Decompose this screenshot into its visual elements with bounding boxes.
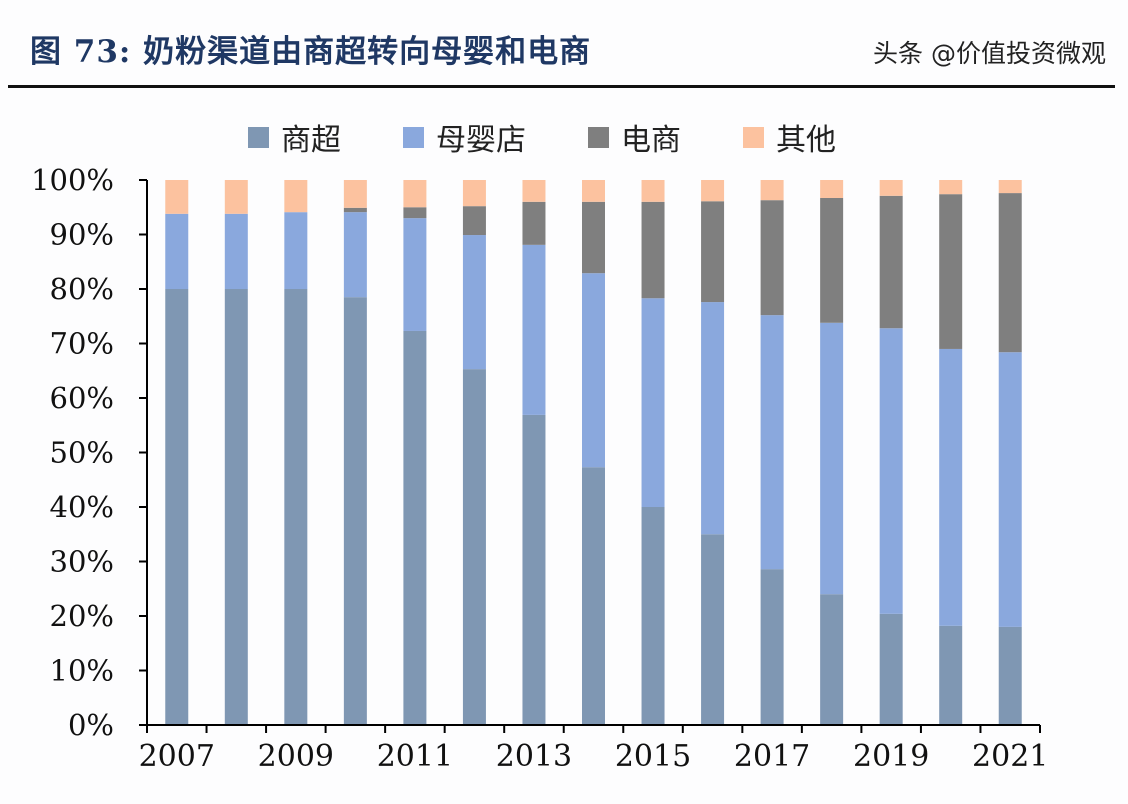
y-tick-label: 70%	[50, 327, 114, 361]
legend-item: 母婴店	[403, 115, 526, 159]
bar-segment-2013-3	[522, 180, 546, 202]
bar-segment-2010-1	[343, 212, 367, 298]
legend-label: 其他	[776, 123, 836, 158]
bar-segment-2008-0	[224, 289, 248, 725]
bar-segment-2018-3	[820, 180, 844, 198]
legend-item: 其他	[743, 115, 836, 159]
bar-segment-2016-0	[701, 534, 725, 725]
figure-title: 图 73: 奶粉渠道由商超转向母婴和电商	[30, 34, 592, 70]
bar-segment-2012-1	[462, 235, 486, 370]
bar-segment-2016-3	[701, 180, 725, 202]
bar-segment-2014-3	[582, 180, 605, 202]
legend-item: 电商	[588, 115, 681, 159]
bar-segment-2008-3	[224, 180, 248, 214]
bar-segment-2012-0	[462, 369, 486, 725]
legend: 商超 母婴店 电商 其他	[248, 115, 898, 159]
bar-segment-2015-1	[641, 298, 665, 507]
x-tick-label: 2009	[258, 739, 334, 774]
watermark: 头条 @价值投资微观	[873, 39, 1106, 68]
legend-swatch	[403, 126, 424, 148]
title-divider	[8, 85, 1115, 88]
bar-segment-2015-0	[641, 507, 665, 725]
y-tick-label: 40%	[50, 490, 114, 524]
bar-segment-2011-0	[403, 330, 427, 725]
x-tick-label: 2013	[496, 739, 572, 774]
legend-item: 商超	[248, 115, 341, 159]
bar-segment-2010-3	[343, 180, 367, 208]
bar-segment-2019-1	[879, 328, 903, 614]
x-tick-label: 2015	[615, 739, 691, 774]
y-tick-label: 50%	[50, 436, 114, 470]
y-tick-label: 100%	[31, 163, 114, 197]
bar-segment-2009-1	[284, 212, 308, 289]
bar-segment-2010-0	[343, 297, 367, 725]
bar-segment-2021-2	[998, 193, 1022, 353]
bar-segment-2019-0	[879, 613, 903, 725]
legend-label: 电商	[621, 123, 681, 158]
bar-segment-2020-1	[939, 348, 963, 626]
bar-segment-2014-1	[582, 273, 605, 468]
bar-segment-2015-3	[641, 180, 665, 202]
bar-segment-2008-1	[224, 213, 248, 289]
bar-segment-2017-1	[760, 315, 784, 570]
bar-segment-2018-1	[820, 322, 844, 595]
bar-segment-2021-3	[998, 180, 1022, 194]
y-tick-label: 20%	[50, 599, 114, 633]
bar-segment-2007-3	[165, 180, 189, 214]
y-tick-label: 60%	[50, 381, 114, 415]
bar-segment-2011-1	[403, 218, 427, 331]
bar-segment-2020-2	[939, 194, 963, 349]
bar-segment-2018-2	[820, 197, 844, 323]
y-tick-label: 30%	[50, 545, 114, 579]
bar-segment-2011-2	[403, 207, 427, 219]
x-tick-label: 2011	[377, 739, 453, 774]
x-tick-label: 2021	[972, 739, 1048, 774]
legend-swatch	[248, 126, 269, 148]
bar-segment-2020-3	[939, 180, 963, 195]
y-tick-label: 80%	[50, 272, 114, 306]
x-tick-label: 2007	[139, 739, 215, 774]
legend-label: 母婴店	[436, 123, 526, 158]
bar-segment-2013-1	[522, 244, 546, 415]
bar-segment-2013-0	[522, 414, 546, 725]
bar-segment-2017-3	[760, 180, 784, 201]
bar-segment-2018-0	[820, 594, 844, 725]
legend-label: 商超	[281, 123, 341, 158]
bar-segment-2019-3	[879, 180, 903, 196]
bar-segment-2011-3	[403, 180, 427, 208]
bar-segment-2009-0	[284, 289, 308, 725]
bar-segment-2016-2	[701, 201, 725, 303]
bar-segment-2007-1	[165, 213, 189, 289]
bar-segment-2010-2	[343, 207, 367, 213]
bar-segment-2021-0	[998, 626, 1022, 725]
bar-segment-2013-2	[522, 201, 546, 245]
bar-segment-2017-2	[760, 200, 784, 316]
x-tick-label: 2019	[853, 739, 929, 774]
bar-segment-2015-2	[641, 201, 665, 299]
x-tick-label: 2017	[734, 739, 810, 774]
legend-swatch	[743, 126, 764, 148]
legend-swatch	[588, 126, 609, 148]
y-tick-label: 0%	[68, 708, 114, 742]
bar-segment-2009-3	[284, 180, 308, 213]
bar-segment-2020-0	[939, 625, 963, 725]
bar-segment-2012-3	[462, 180, 486, 207]
bar-segment-2019-2	[879, 195, 903, 329]
bar-segment-2012-2	[462, 206, 486, 236]
y-tick-label: 10%	[50, 654, 114, 688]
bar-segment-2014-0	[582, 467, 605, 725]
bar-segment-2017-0	[760, 569, 784, 725]
bar-segment-2014-2	[582, 201, 605, 274]
y-tick-label: 90%	[50, 218, 114, 252]
bar-segment-2007-0	[165, 289, 189, 725]
bar-segment-2021-1	[998, 352, 1022, 627]
bar-segment-2016-1	[701, 302, 725, 535]
